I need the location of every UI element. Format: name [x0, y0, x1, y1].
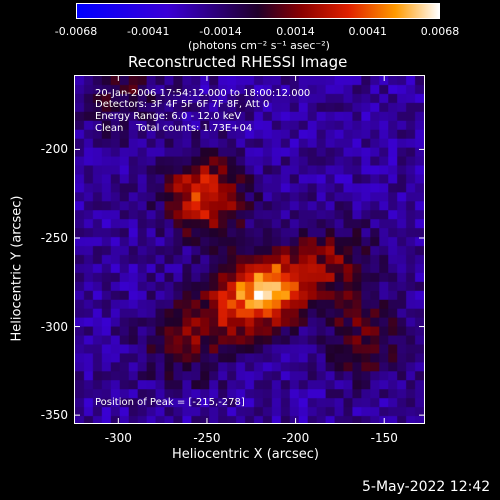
y-tick-label: -350: [40, 408, 68, 423]
plot-area: 20-Jan-2006 17:54:12.000 to 18:00:12.000…: [74, 75, 425, 424]
y-tick-label: -200: [40, 142, 68, 157]
footer-date: 5-May-2022 12:42: [362, 479, 491, 495]
colorbar: [76, 3, 440, 19]
colorbar-unit-label: (photons cm⁻² s⁻¹ asec⁻²): [188, 39, 330, 52]
x-tick-label: -300: [104, 431, 132, 445]
colorbar-tick-label: -0.0014: [199, 25, 242, 38]
colorbar-tick-label: 0.0041: [348, 25, 387, 38]
y-tick-label: -250: [40, 230, 68, 245]
y-tick-label: -300: [40, 319, 68, 334]
heatmap-image: [75, 76, 424, 423]
x-axis-title: Heliocentric X (arcsec): [172, 447, 319, 462]
annotation-peak: Position of Peak = [-215,-278]: [95, 397, 245, 408]
x-tick-label: -200: [281, 431, 310, 445]
colorbar-tick-label: 0.0014: [276, 25, 315, 38]
annotation-clean: Clean Total counts: 1.73E+04: [95, 123, 253, 134]
annotation-time: 20-Jan-2006 17:54:12.000 to 18:00:12.000: [95, 88, 311, 99]
annotation-detectors: Detectors: 3F 4F 5F 6F 7F 8F, Att 0: [95, 99, 270, 110]
x-tick-label: -150: [370, 431, 398, 445]
x-tick-label: -250: [193, 431, 221, 445]
colorbar-tick-label: -0.0068: [54, 25, 98, 38]
y-axis-title: Heliocentric Y (arcsec): [9, 195, 25, 342]
colorbar-tick-label: -0.0041: [127, 25, 170, 38]
annotation-energy: Energy Range: 6.0 - 12.0 keV: [95, 111, 242, 122]
chart-title: Reconstructed RHESSI Image: [128, 53, 348, 71]
colorbar-tick-label: 0.0068: [420, 25, 460, 38]
colorbar-gradient: [77, 4, 439, 18]
